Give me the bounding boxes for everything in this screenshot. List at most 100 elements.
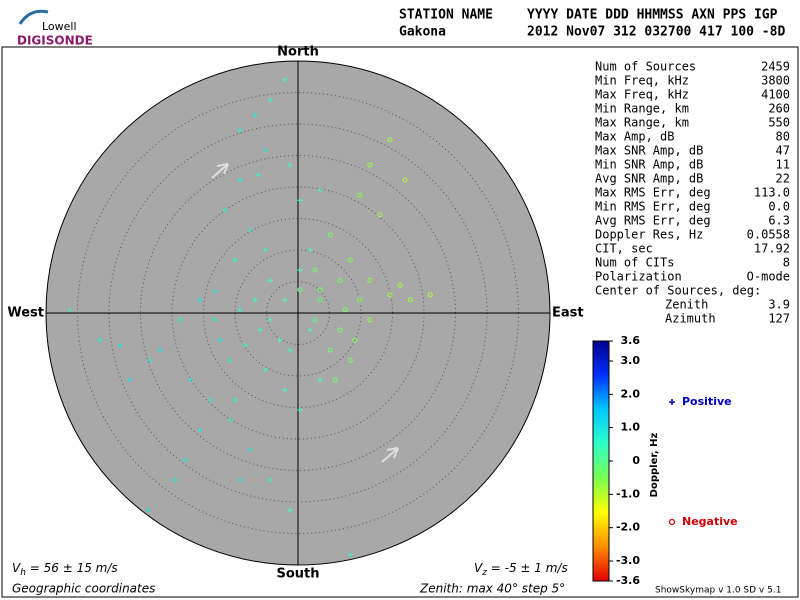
source-circle (387, 292, 393, 298)
source-circle (367, 317, 373, 323)
source-plus (307, 247, 313, 253)
stat-label: Min Range, km (595, 102, 689, 116)
stat-value: 0.0 (768, 200, 790, 214)
direction-label: North (277, 45, 319, 60)
source-plus (207, 397, 213, 403)
source-circle (347, 357, 353, 363)
stat-label: Polarization (595, 270, 682, 284)
source-plus (252, 297, 258, 303)
source-plus (287, 347, 293, 353)
vh-label: Vh = 56 ± 15 m/s (12, 561, 118, 578)
source-plus (237, 477, 243, 483)
source-plus (222, 207, 228, 213)
stat-value: 22 (776, 172, 790, 186)
source-circle (357, 297, 363, 303)
source-circle (377, 212, 383, 218)
stat-value: 550 (768, 116, 790, 130)
source-plus (127, 377, 133, 383)
center-value: 127 (768, 312, 790, 326)
source-plus (242, 342, 248, 348)
center-value: 3.9 (768, 298, 790, 312)
source-plus (237, 127, 243, 133)
version: ShowSkymap v 1.0 SD v 5.1 (655, 586, 781, 596)
zenith-label: Zenith: max 40° step 5° (419, 582, 565, 596)
stat-value: 3800 (761, 74, 790, 88)
source-circle (347, 257, 353, 263)
source-plus (282, 387, 288, 393)
stat-value: 80 (776, 130, 790, 144)
source-plus (197, 427, 203, 433)
source-plus (227, 357, 233, 363)
source-plus (177, 317, 183, 323)
stat-value: 260 (768, 102, 790, 116)
vz-label: Vz = -5 ± 1 m/s (474, 561, 568, 578)
velocity-arrow (381, 447, 399, 463)
source-plus (307, 327, 313, 333)
source-circle (332, 377, 338, 383)
header: Gakona (399, 25, 446, 40)
source-circle (337, 327, 343, 333)
header: YYYY DATE DDD HHMMSS AXN PPS IGP (527, 8, 778, 23)
source-plus (247, 227, 253, 233)
source-plus (117, 342, 123, 348)
direction-label: East (552, 306, 584, 321)
stat-label: Doppler Res, Hz (595, 228, 703, 242)
logo-swoosh (18, 9, 49, 25)
source-plus (257, 327, 263, 333)
source-plus (262, 247, 268, 253)
stat-value: 2459 (761, 60, 790, 74)
colorbar (592, 340, 610, 582)
colorbar-tick-label: 2.0 (621, 387, 641, 400)
source-plus (212, 288, 218, 294)
header: STATION NAME (399, 8, 493, 23)
source-plus (267, 317, 273, 323)
source-circle (342, 307, 348, 313)
source-circle (427, 292, 433, 298)
source-plus (277, 337, 283, 343)
stat-label: Max SNR Amp, dB (595, 144, 703, 158)
center-title: Center of Sources, deg: (595, 284, 761, 298)
legend-label: Positive (682, 395, 732, 408)
stat-label: Max Freq, kHz (595, 88, 689, 102)
source-plus (172, 477, 178, 483)
source-circle (352, 337, 358, 343)
stat-value: 47 (776, 144, 790, 158)
direction-label: West (7, 306, 44, 321)
source-plus (212, 317, 218, 323)
source-plus (297, 407, 303, 413)
stat-label: Min SNR Amp, dB (595, 158, 703, 172)
source-plus (252, 112, 258, 118)
coords-label: Geographic coordinates (12, 582, 155, 596)
source-circle (337, 277, 343, 283)
source-plus (262, 147, 268, 153)
source-plus (282, 77, 288, 83)
source-circle (397, 282, 403, 288)
source-plus (157, 347, 163, 353)
source-plus (232, 257, 238, 263)
frame (1, 46, 799, 598)
source-plus (232, 397, 238, 403)
colorbar-tick-label: -3.6 (616, 574, 640, 587)
colorbar-label: Doppler, Hz (649, 433, 660, 498)
source-plus (187, 377, 193, 383)
source-plus (297, 267, 303, 273)
source-circle (327, 347, 333, 353)
source-plus (317, 187, 323, 193)
source-plus (297, 197, 303, 203)
header: 2012 Nov07 312 032700 417 100 -8D (527, 25, 785, 40)
source-circle (387, 137, 393, 143)
colorbar-tick-label: 3.0 (621, 354, 641, 367)
source-circle (317, 287, 323, 293)
source-plus (255, 172, 261, 178)
stat-label: Min RMS Err, deg (595, 200, 711, 214)
source-plus (287, 162, 293, 168)
colorbar-tick-label: 0 (632, 454, 640, 467)
source-circle (327, 232, 333, 238)
stat-label: Max Amp, dB (595, 130, 674, 144)
colorbar-tick-label: -2.0 (616, 521, 640, 534)
source-plus (97, 337, 103, 343)
stat-value: O-mode (747, 270, 790, 284)
source-plus (282, 297, 288, 303)
source-plus (237, 177, 243, 183)
